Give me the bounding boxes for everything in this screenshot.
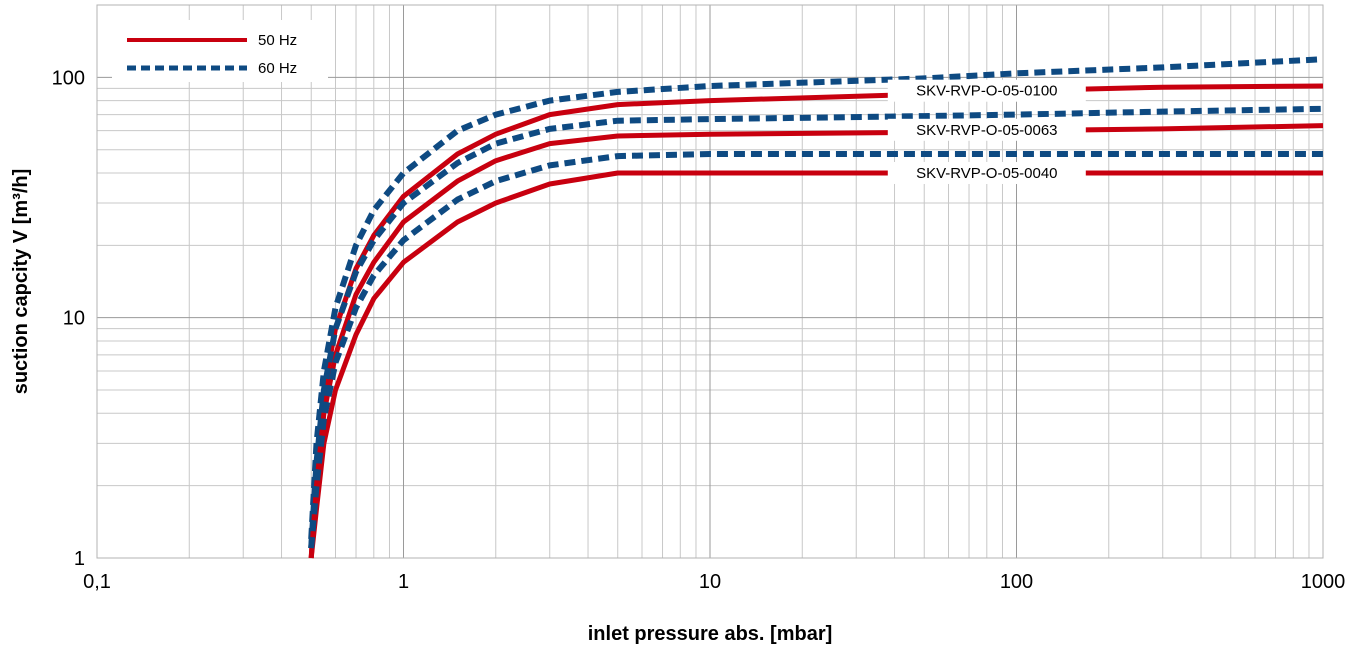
x-axis-title: inlet pressure abs. [mbar] bbox=[588, 623, 833, 645]
legend-label-60hz: 60 Hz bbox=[258, 60, 297, 77]
plot-frame bbox=[96, 4, 1324, 559]
curve-label-text: SKV-RVP-O-05-0100 bbox=[916, 83, 1057, 100]
x-tick-label: 0,1 bbox=[83, 571, 111, 593]
curve-label-box bbox=[887, 79, 1086, 102]
series-line-skv-rvp-o-05-0100-60hz bbox=[308, 56, 1324, 540]
y-axis-title: suction capcity V [m³/h] bbox=[10, 169, 32, 395]
curve-label: SKV-RVP-O-05-0040 bbox=[887, 161, 1086, 184]
x-tick-label: 100 bbox=[1000, 571, 1033, 593]
legend-label-50hz: 50 Hz bbox=[258, 32, 297, 49]
curve-label-box bbox=[887, 118, 1086, 141]
y-tick-label: 1 bbox=[74, 548, 85, 570]
y-tick-label: 100 bbox=[52, 67, 85, 89]
curve-label: SKV-RVP-O-05-0063 bbox=[887, 118, 1086, 141]
y-tick-labels: 1 10 100 bbox=[52, 67, 85, 570]
curve-label-text: SKV-RVP-O-05-0063 bbox=[916, 122, 1057, 139]
x-tick-label: 1 bbox=[398, 571, 409, 593]
y-tick-label: 10 bbox=[63, 308, 85, 330]
curve-label-text: SKV-RVP-O-05-0040 bbox=[916, 165, 1057, 182]
series-line-skv-rvp-o-05-0063-60hz bbox=[308, 105, 1324, 549]
legend-box bbox=[112, 20, 328, 82]
series-line-skv-rvp-o-05-0040-60hz bbox=[308, 151, 1323, 549]
x-tick-label: 1000 bbox=[1301, 571, 1346, 593]
annotation-layer: SKV-RVP-O-05-0100 SKV-RVP-O-05-0063 SKV-RV… bbox=[887, 79, 1086, 184]
curve-label-box bbox=[887, 161, 1086, 184]
x-tick-labels: 0,1 1 10 100 1000 bbox=[83, 571, 1345, 593]
x-tick-label: 10 bbox=[699, 571, 721, 593]
legend: 50 Hz 60 Hz bbox=[112, 20, 328, 82]
curve-label: SKV-RVP-O-05-0100 bbox=[887, 79, 1086, 102]
